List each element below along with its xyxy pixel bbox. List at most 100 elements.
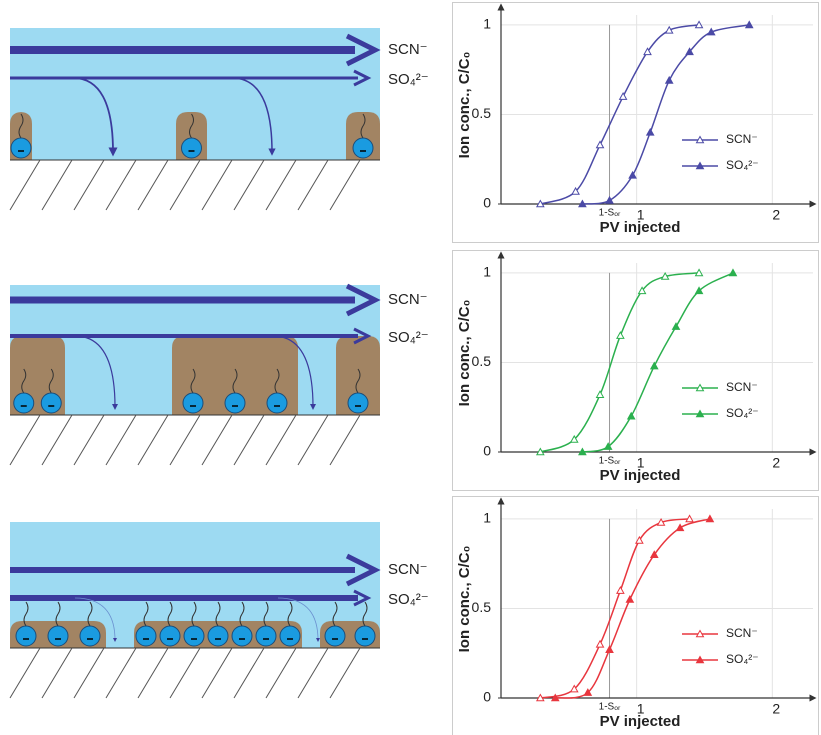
data-point bbox=[603, 442, 613, 450]
charged-site bbox=[183, 625, 205, 647]
surfactant-tail bbox=[239, 601, 245, 627]
hatch bbox=[233, 647, 265, 699]
hatch bbox=[297, 414, 329, 466]
charged-site bbox=[159, 625, 181, 647]
panel-frame bbox=[452, 2, 819, 243]
charged-site bbox=[13, 392, 35, 414]
data-point bbox=[535, 199, 545, 208]
x-axis-label: PV injected bbox=[600, 713, 681, 730]
data-point bbox=[643, 47, 652, 56]
surfactant-tail bbox=[332, 601, 338, 627]
data-point bbox=[628, 170, 637, 179]
hatch bbox=[105, 414, 137, 466]
data-point bbox=[728, 268, 738, 277]
hatch bbox=[169, 647, 201, 699]
diffusion-arrow bbox=[72, 77, 118, 157]
diagram-label: SCN⁻ bbox=[388, 41, 428, 58]
data-point bbox=[535, 693, 545, 702]
legend-marker bbox=[695, 161, 705, 170]
legend-marker bbox=[695, 629, 705, 638]
y-tick-label: 0.5 bbox=[472, 353, 492, 369]
data-point bbox=[618, 92, 628, 100]
surfactant-tail bbox=[362, 601, 368, 627]
charged-site bbox=[231, 625, 253, 647]
y-tick-label: 1 bbox=[483, 264, 491, 280]
charged-site bbox=[279, 625, 301, 647]
data-point bbox=[595, 639, 605, 648]
data-point bbox=[535, 447, 545, 456]
x-tick-label: 1-Sₒᵣ bbox=[599, 702, 621, 713]
data-point bbox=[635, 535, 644, 544]
hatch bbox=[73, 647, 105, 699]
data-point bbox=[649, 550, 659, 559]
charged-site bbox=[352, 137, 374, 159]
data-point bbox=[637, 286, 647, 295]
data-point bbox=[664, 25, 674, 34]
charged-site bbox=[10, 137, 32, 159]
surfactant-tail bbox=[190, 368, 196, 394]
surfactant-tail bbox=[87, 601, 93, 627]
legend-marker bbox=[695, 409, 705, 418]
scn-arrowhead bbox=[345, 553, 381, 587]
hatch bbox=[9, 647, 41, 699]
y-tick-label: 0 bbox=[483, 443, 491, 459]
surfactant-tail bbox=[360, 113, 366, 139]
surfactant-tail bbox=[263, 601, 269, 627]
diagram-label: SCN⁻ bbox=[388, 291, 428, 308]
data-point bbox=[694, 268, 704, 277]
hatch bbox=[41, 159, 73, 211]
surfactant-tail bbox=[48, 368, 54, 394]
data-point bbox=[626, 411, 636, 420]
hatch bbox=[201, 159, 233, 211]
charged-site bbox=[224, 392, 246, 414]
hatch bbox=[169, 159, 201, 211]
charged-site bbox=[182, 392, 204, 414]
hatch bbox=[329, 159, 361, 211]
surfactant-tail bbox=[55, 601, 61, 627]
diffusion-arrow bbox=[272, 335, 316, 410]
hatch bbox=[9, 159, 41, 211]
charged-site bbox=[135, 625, 157, 647]
panel-frame bbox=[452, 250, 819, 491]
hatch bbox=[73, 414, 105, 466]
x-axis-label: PV injected bbox=[600, 467, 681, 484]
hatch bbox=[265, 159, 297, 211]
hatch bbox=[233, 159, 265, 211]
hatch bbox=[201, 414, 233, 466]
surfactant-tail bbox=[274, 368, 280, 394]
y-tick-label: 1 bbox=[483, 16, 491, 32]
x-tick-label: 1-Sₒᵣ bbox=[599, 456, 621, 467]
hatch bbox=[137, 647, 169, 699]
charged-site bbox=[79, 625, 101, 647]
hatch bbox=[169, 414, 201, 466]
hatch bbox=[201, 647, 233, 699]
surfactant-tail bbox=[23, 601, 29, 627]
surfactant-tail bbox=[355, 368, 361, 394]
y-axis-label: Ion conc., C/C₀ bbox=[456, 52, 473, 159]
diffusion-arrow bbox=[74, 335, 118, 410]
y-tick-label: 0 bbox=[483, 689, 491, 705]
y-tick-label: 0 bbox=[483, 195, 491, 211]
hatch bbox=[9, 414, 41, 466]
data-point bbox=[694, 20, 704, 29]
charged-site bbox=[181, 137, 202, 159]
data-point bbox=[660, 271, 670, 280]
hatch bbox=[105, 647, 137, 699]
data-point bbox=[578, 199, 587, 208]
hatch bbox=[265, 647, 297, 699]
surfactant-tail bbox=[232, 368, 238, 394]
so4-arrowhead bbox=[353, 589, 372, 607]
data-point bbox=[705, 514, 715, 523]
data-point bbox=[569, 434, 579, 443]
so4-arrowhead bbox=[353, 69, 372, 87]
legend-label: SO₄²⁻ bbox=[726, 406, 759, 420]
x-tick-label: 1-Sₒᵣ bbox=[599, 208, 621, 219]
hatch bbox=[73, 159, 105, 211]
y-axis-label: Ion conc., C/C₀ bbox=[456, 300, 473, 407]
data-point bbox=[645, 127, 655, 136]
diffusion-arrow bbox=[74, 597, 117, 642]
charged-site bbox=[15, 625, 37, 647]
scn-arrowhead bbox=[345, 283, 381, 317]
data-point bbox=[578, 447, 587, 456]
